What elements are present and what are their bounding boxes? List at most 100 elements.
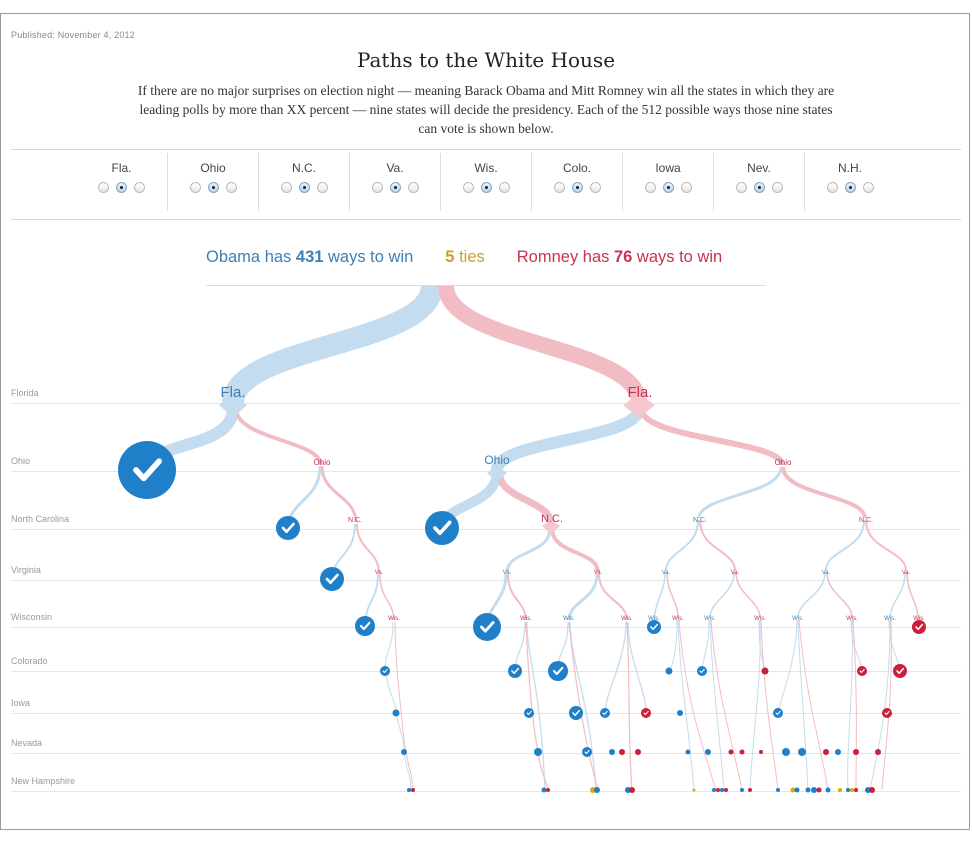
radio-undecided[interactable] xyxy=(389,182,401,193)
obama-win-marker[interactable] xyxy=(665,667,673,675)
radio-undecided[interactable] xyxy=(207,182,219,193)
radio-obama[interactable] xyxy=(371,182,383,193)
outcome-dot[interactable] xyxy=(816,787,822,793)
outcome-dot[interactable] xyxy=(869,787,875,793)
romney-win-marker[interactable] xyxy=(875,749,881,755)
obama-win-marker[interactable] xyxy=(569,706,583,720)
outcome-dot[interactable] xyxy=(811,787,817,793)
obama-win-marker[interactable] xyxy=(582,747,592,757)
obama-win-marker[interactable] xyxy=(798,748,806,756)
radio-undecided[interactable] xyxy=(753,182,765,193)
radio-romney[interactable] xyxy=(407,182,419,193)
radio-undecided[interactable] xyxy=(298,182,310,193)
obama-win-marker[interactable] xyxy=(473,613,501,641)
obama-win-marker[interactable] xyxy=(685,749,691,755)
radio-romney[interactable] xyxy=(771,182,783,193)
outcome-dot[interactable] xyxy=(629,787,635,793)
radio-obama[interactable] xyxy=(189,182,201,193)
outcome-dot[interactable] xyxy=(407,788,411,792)
obama-win-marker[interactable] xyxy=(782,748,790,756)
radio-romney[interactable] xyxy=(589,182,601,193)
romney-win-marker[interactable] xyxy=(739,749,745,755)
romney-win-marker[interactable] xyxy=(882,708,892,718)
radio-obama[interactable] xyxy=(553,182,565,193)
radio-undecided[interactable] xyxy=(662,182,674,193)
outcome-dot[interactable] xyxy=(854,788,858,792)
radio-undecided[interactable] xyxy=(480,182,492,193)
radio-obama[interactable] xyxy=(735,182,747,193)
radio-obama[interactable] xyxy=(98,182,109,193)
node-ohio[interactable] xyxy=(487,466,507,482)
obama-win-marker[interactable] xyxy=(118,441,176,499)
obama-win-marker[interactable] xyxy=(548,661,568,681)
outcome-dot[interactable] xyxy=(712,788,716,792)
node-label-va: Va. xyxy=(503,570,512,576)
obama-win-marker[interactable] xyxy=(697,666,707,676)
romney-win-marker[interactable] xyxy=(912,620,926,634)
romney-win-marker[interactable] xyxy=(853,749,859,755)
obama-win-marker[interactable] xyxy=(609,749,615,755)
radio-undecided[interactable] xyxy=(844,182,856,193)
obama-win-marker[interactable] xyxy=(380,666,390,676)
outcome-dot[interactable] xyxy=(794,787,800,793)
radio-romney[interactable] xyxy=(680,182,692,193)
radio-obama[interactable] xyxy=(826,182,838,193)
romney-win-marker[interactable] xyxy=(635,749,641,755)
romney-win-marker[interactable] xyxy=(857,666,867,676)
radio-romney[interactable] xyxy=(134,182,145,193)
obama-win-marker[interactable] xyxy=(320,567,344,591)
romney-win-marker[interactable] xyxy=(728,749,734,755)
outcome-dot[interactable] xyxy=(805,787,811,793)
romney-win-marker[interactable] xyxy=(619,749,625,755)
outcome-dot[interactable] xyxy=(411,788,415,792)
obama-win-marker[interactable] xyxy=(508,664,522,678)
radio-romney[interactable] xyxy=(862,182,874,193)
node-label-fla: Fla. xyxy=(220,384,245,401)
tie-dot[interactable] xyxy=(850,788,854,792)
radio-undecided[interactable] xyxy=(571,182,583,193)
node-florida-obama[interactable] xyxy=(219,394,247,418)
radio-undecided[interactable] xyxy=(116,182,127,193)
obama-win-marker[interactable] xyxy=(647,620,661,634)
obama-win-marker[interactable] xyxy=(425,511,459,545)
outcome-dot[interactable] xyxy=(720,788,724,792)
outcome-dot[interactable] xyxy=(846,788,850,792)
state-selector-nc: N.C. xyxy=(258,153,349,211)
obama-win-marker[interactable] xyxy=(677,710,683,716)
outcome-dot[interactable] xyxy=(776,788,780,792)
radio-romney[interactable] xyxy=(498,182,510,193)
obama-win-marker[interactable] xyxy=(392,709,400,717)
outcome-dot[interactable] xyxy=(740,788,744,792)
obama-win-marker[interactable] xyxy=(534,748,542,756)
radio-romney[interactable] xyxy=(225,182,237,193)
tie-dot[interactable] xyxy=(838,788,842,792)
romney-win-marker[interactable] xyxy=(761,667,769,675)
obama-win-marker[interactable] xyxy=(600,708,610,718)
radio-romney[interactable] xyxy=(316,182,328,193)
romney-win-marker[interactable] xyxy=(823,749,829,755)
outcome-dot[interactable] xyxy=(724,788,728,792)
romney-win-marker[interactable] xyxy=(641,708,651,718)
tie-dot[interactable] xyxy=(692,788,696,792)
romney-win-marker[interactable] xyxy=(759,750,763,754)
outcome-dot[interactable] xyxy=(546,788,550,792)
outcome-dot[interactable] xyxy=(748,788,752,792)
obama-win-marker[interactable] xyxy=(276,516,300,540)
radio-obama[interactable] xyxy=(644,182,656,193)
obama-win-marker[interactable] xyxy=(705,749,711,755)
radio-obama[interactable] xyxy=(280,182,292,193)
node-nc[interactable] xyxy=(542,520,560,534)
romney-win-marker[interactable] xyxy=(893,664,907,678)
obama-win-marker[interactable] xyxy=(524,708,534,718)
obama-win-marker[interactable] xyxy=(835,749,841,755)
outcome-dot[interactable] xyxy=(541,787,547,793)
obama-win-marker[interactable] xyxy=(401,749,407,755)
obama-win-marker[interactable] xyxy=(773,708,783,718)
outcome-dot[interactable] xyxy=(825,787,831,793)
obama-win-marker[interactable] xyxy=(355,616,375,636)
outcome-dot[interactable] xyxy=(716,788,720,792)
node-florida-romney[interactable] xyxy=(623,394,655,418)
tie-dot[interactable] xyxy=(790,787,796,793)
radio-obama[interactable] xyxy=(462,182,474,193)
outcome-dot[interactable] xyxy=(594,787,600,793)
